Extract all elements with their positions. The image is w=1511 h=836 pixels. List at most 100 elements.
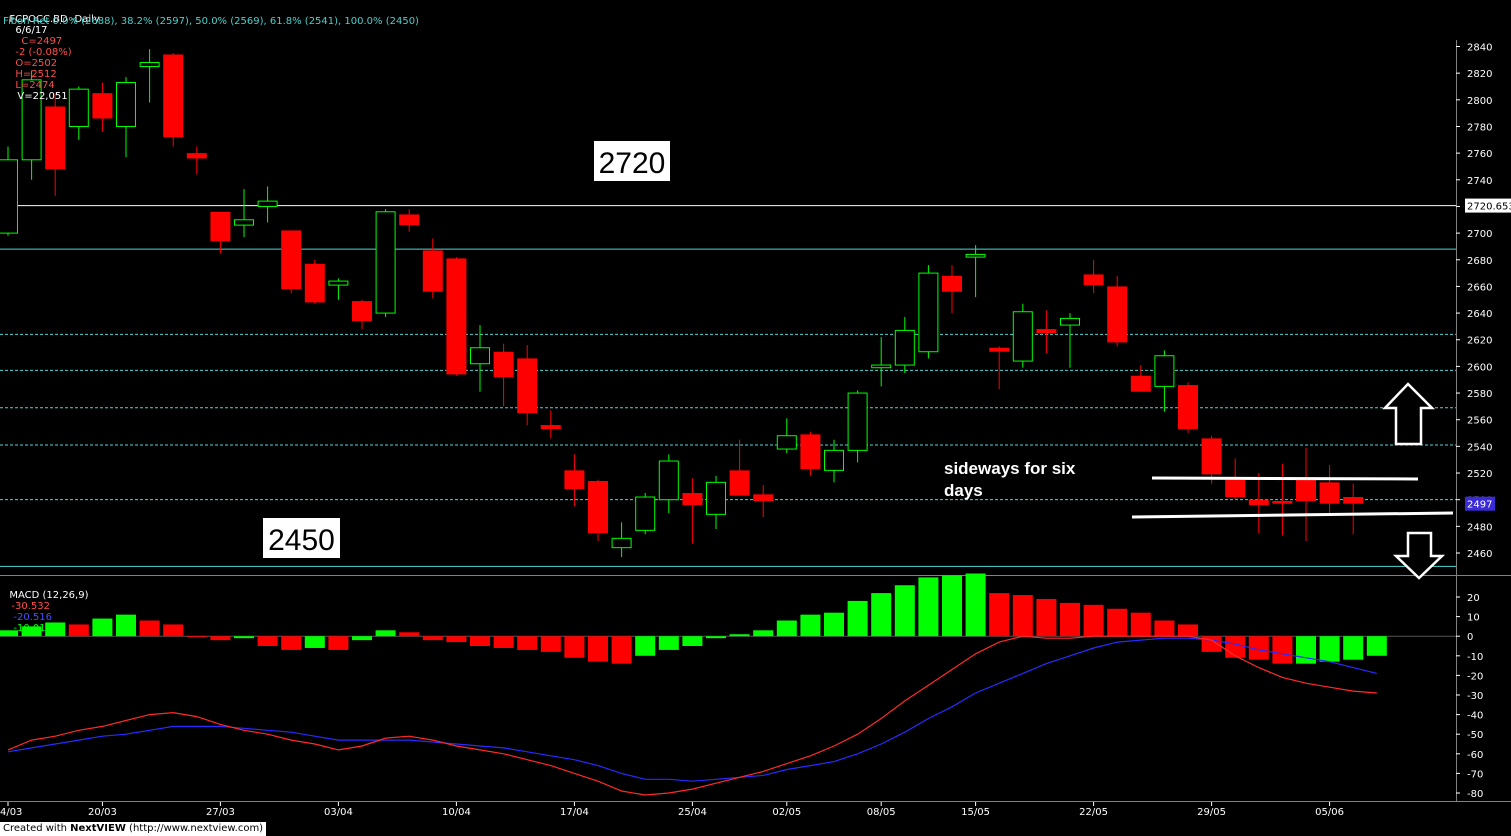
macd-hist-bar <box>375 630 396 637</box>
sideways-note-line: sideways for six <box>944 459 1076 478</box>
candle-body <box>706 481 726 515</box>
candle-body <box>1130 375 1151 392</box>
brand-view: VIEW <box>96 823 126 834</box>
candle-body <box>611 537 632 549</box>
price-gridlines <box>0 40 1511 802</box>
macd-tick-label: 20 <box>1467 593 1480 604</box>
sideways-note-line: days <box>944 481 983 500</box>
macd-hist-bar <box>729 634 750 637</box>
high-label: H=2512 <box>15 69 57 80</box>
macd-line <box>7 635 1377 796</box>
candle-body <box>1154 355 1175 387</box>
candle-body <box>92 93 113 119</box>
macd-hist-bar <box>824 612 844 637</box>
resistance-label-box <box>1465 198 1511 213</box>
macd-hist-bar <box>446 636 467 643</box>
candle-body <box>1272 501 1293 504</box>
macd-hist-bar <box>45 622 66 637</box>
macd-axis: 20 10 0 -10 -20 -30 -40 -50 -60 -70 -80 <box>1456 593 1483 800</box>
macd-tick-label: -10 <box>1467 652 1483 663</box>
price-tick-label: 2820 <box>1467 69 1492 80</box>
macd-hist-bar <box>1060 602 1080 637</box>
macd-hist-bar <box>918 577 939 637</box>
candle-body <box>399 214 420 226</box>
candle-body <box>470 347 490 365</box>
price-tick-label: 2760 <box>1467 149 1492 160</box>
price-tick-label: 2800 <box>1467 96 1492 107</box>
date-tick-label: 15/05 <box>961 807 990 818</box>
macd-hist-bar <box>1225 636 1246 658</box>
resistance-label: 2720.653 <box>1467 202 1511 213</box>
macd-hist-bar <box>210 636 231 641</box>
candle-body <box>1060 317 1080 326</box>
candle-body <box>894 329 915 366</box>
candle-body <box>800 434 821 470</box>
candle-body <box>564 470 585 490</box>
candlesticks <box>0 49 1364 557</box>
macd-hist-bar <box>186 636 207 638</box>
candle-body <box>1319 482 1340 504</box>
macd-hist-bar <box>611 636 632 664</box>
macd-hist-bar <box>0 630 18 637</box>
candle-body <box>942 275 962 292</box>
credit-bar[interactable]: Created with NextVIEW (http://www.nextvi… <box>0 822 267 836</box>
range-lower-line <box>1131 511 1454 519</box>
macd-label: MACD (12,26,9) <box>9 590 89 601</box>
annotations: 2720 2450 sideways for six days <box>263 141 1454 580</box>
macd-tick-label: -40 <box>1467 711 1483 722</box>
candle-body <box>1225 479 1246 498</box>
macd-hist-bar <box>706 636 726 639</box>
macd-value: -30.532 <box>11 601 50 612</box>
macd-hist-bar <box>328 636 349 650</box>
macd-hist-bar <box>163 624 184 637</box>
candle-body <box>965 253 986 258</box>
candle-body <box>1012 311 1033 362</box>
brand-next: Next <box>70 823 97 834</box>
change-label: -2 (-0.08%) <box>15 47 72 58</box>
price-tick-label: 2660 <box>1467 282 1492 293</box>
candle-body <box>304 263 325 303</box>
fib-legend: Fibon Ret 0.0% (2688), 38.2% (2597), 50.… <box>3 16 419 27</box>
macd-hist-bar <box>399 632 420 637</box>
candle-body <box>281 230 302 290</box>
price-tick-label: 2620 <box>1467 336 1492 347</box>
hist-value: -10.016 <box>13 623 52 634</box>
macd-hist-bar <box>1012 595 1033 637</box>
macd-hist-bar <box>989 593 1010 637</box>
candle-body <box>422 250 443 292</box>
macd-hist-bar <box>21 626 42 637</box>
signal-line <box>7 637 1377 782</box>
macd-hist-bar <box>139 620 160 637</box>
date-tick-label: 25/04 <box>678 807 707 818</box>
macd-tick-label: -60 <box>1467 750 1483 761</box>
fibonacci-lines <box>0 205 1456 567</box>
macd-hist-bar <box>965 573 986 637</box>
date-tick-label: 20/03 <box>88 807 117 818</box>
candle-body <box>753 494 774 502</box>
macd-hist-bar <box>234 636 254 639</box>
credit-url[interactable]: (http://www.nextview.com) <box>125 823 264 834</box>
header-line: FCPOCC.BD -Daily 6/6/17 C=2497 -2 (-0.08… <box>3 3 99 102</box>
macd-hist-bar <box>1272 636 1293 664</box>
close-label: C=2497 <box>21 36 63 47</box>
candle-body <box>163 54 184 138</box>
macd-hist-bar <box>470 636 490 646</box>
macd-hist-bar <box>352 636 372 641</box>
candle-body <box>21 79 42 161</box>
candle-body <box>729 470 750 496</box>
candle-body <box>45 106 66 170</box>
price-tick-label: 2780 <box>1467 122 1492 133</box>
candle-body <box>234 219 254 226</box>
macd-hist-bar <box>1343 636 1364 660</box>
price-tick-label: 2740 <box>1467 176 1492 187</box>
macd-hist-bar <box>1083 604 1104 637</box>
macd-hist-bar <box>116 614 136 637</box>
price-tick-label: 2580 <box>1467 389 1492 400</box>
price-tick-label: 2600 <box>1467 362 1492 373</box>
macd-hist-bar <box>1319 636 1340 662</box>
macd-hist-bar <box>1366 636 1387 656</box>
date-tick-label: 22/05 <box>1079 807 1108 818</box>
date-tick-label: 03/04 <box>324 807 353 818</box>
candle-body <box>0 159 18 234</box>
